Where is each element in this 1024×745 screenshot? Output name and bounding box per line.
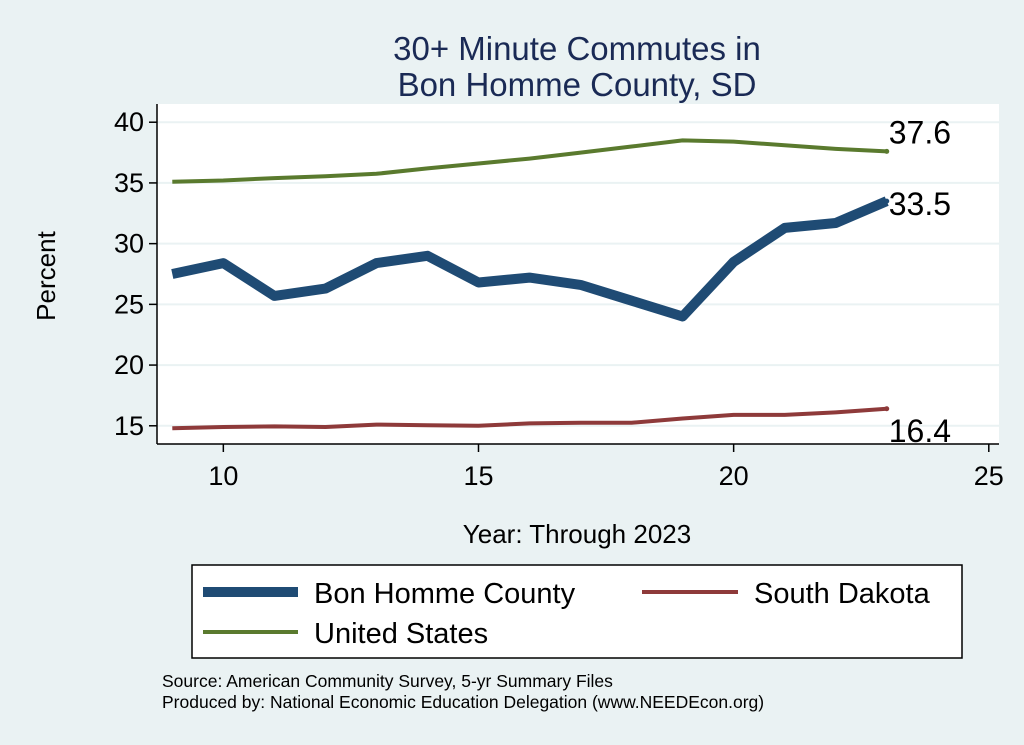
plot-area bbox=[157, 104, 999, 444]
y-tick-label: 20 bbox=[114, 350, 144, 380]
series-line-united-states bbox=[172, 138, 887, 184]
produced-by-note: Produced by: National Economic Education… bbox=[162, 692, 764, 712]
series-end-marker-south-dakota bbox=[884, 406, 890, 412]
y-tick-label: 30 bbox=[114, 229, 144, 259]
x-tick-label: 25 bbox=[974, 461, 1004, 491]
y-tick-label: 35 bbox=[114, 168, 144, 198]
chart-title-line-2: Bon Homme County, SD bbox=[398, 66, 757, 103]
end-label-bon-homme-county: 33.5 bbox=[889, 186, 951, 222]
legend: Bon Homme County South Dakota United Sta… bbox=[191, 564, 963, 659]
series-end-marker-united-states bbox=[884, 148, 890, 154]
series-lines bbox=[171, 138, 890, 431]
series-end-marker-bon-homme-county bbox=[884, 198, 890, 204]
x-tick-label: 10 bbox=[208, 461, 238, 491]
x-axis-label: Year: Through 2023 bbox=[463, 519, 691, 549]
y-tick-label: 25 bbox=[114, 289, 144, 319]
end-label-united-states: 37.6 bbox=[889, 114, 951, 150]
x-tick-label: 15 bbox=[463, 461, 493, 491]
legend-label-south-dakota: South Dakota bbox=[754, 578, 931, 610]
y-tick-label: 15 bbox=[114, 411, 144, 441]
end-label-south-dakota: 16.4 bbox=[889, 413, 951, 449]
y-axis-label: Percent bbox=[31, 230, 61, 320]
legend-label-bon-homme: Bon Homme County bbox=[314, 578, 576, 610]
legend-label-united-states: United States bbox=[314, 618, 488, 650]
end-labels: 37.6 33.5 16.4 bbox=[889, 114, 951, 448]
source-note: Source: American Community Survey, 5-yr … bbox=[162, 671, 613, 691]
legend-box bbox=[191, 564, 963, 659]
series-line-south-dakota bbox=[172, 406, 887, 431]
y-tick-label: 40 bbox=[114, 107, 144, 137]
x-tick-label: 20 bbox=[719, 461, 749, 491]
chart-title-line-1: 30+ Minute Commutes in bbox=[393, 30, 761, 67]
axes: 15 20 25 30 35 40 10 15 20 25 bbox=[114, 104, 1004, 491]
series-line-bon-homme-county bbox=[171, 196, 889, 322]
